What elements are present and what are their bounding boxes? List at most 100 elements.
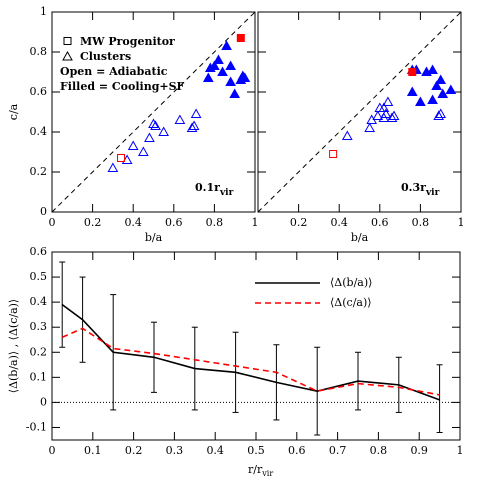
- x-tick-label: 0.2: [125, 444, 143, 457]
- panel-label-main: 0.1r: [195, 181, 220, 194]
- legend-symbol: [62, 50, 73, 61]
- plot-frame: [257, 11, 462, 213]
- point: [225, 60, 236, 70]
- point: [372, 110, 384, 120]
- x-tick-label: 0.7: [329, 444, 347, 457]
- point: [415, 96, 426, 106]
- point: [221, 40, 232, 50]
- point: [341, 130, 353, 140]
- point: [229, 88, 241, 98]
- point: [408, 68, 417, 76]
- x-tick-label: 0.3: [166, 444, 184, 457]
- x-tick-label: 0.6: [288, 444, 306, 457]
- point: [117, 154, 126, 162]
- one-to-one-line: [257, 11, 462, 213]
- x-tick-label: 0.9: [410, 444, 428, 457]
- point: [239, 72, 251, 82]
- point: [213, 54, 224, 64]
- y-tick-label: 0.2: [30, 345, 48, 358]
- y-tick-label: 0.6: [30, 245, 48, 258]
- x-tick-label: 0.8: [412, 216, 430, 229]
- y-tick-label: 0: [40, 395, 47, 408]
- x-tick-label: 1: [458, 216, 465, 229]
- point: [364, 122, 376, 132]
- point: [107, 162, 119, 172]
- x-tick-label: 0.6: [165, 216, 183, 229]
- y-tick-label: 0.8: [30, 45, 48, 58]
- panel-label-main: 0.3r: [401, 181, 426, 194]
- x-tick-label: 1: [252, 216, 259, 229]
- y-tick-label: 0.2: [30, 165, 48, 178]
- point: [209, 60, 220, 70]
- x-tick-label: 0.4: [124, 216, 142, 229]
- panel-label-sub: vir: [219, 188, 234, 198]
- y-axis-label: c/a: [7, 103, 20, 120]
- y-tick-label: 0.6: [30, 85, 48, 98]
- x-tick-label: 1: [457, 444, 464, 457]
- y-axis-label: ⟨Δ(b/a)⟩ , ⟨Δ(c/a)⟩: [7, 299, 20, 393]
- x-tick-label: 0.1: [84, 444, 102, 457]
- x-axis-label-main: r/r: [248, 463, 263, 476]
- x-tick-label: 0: [49, 444, 56, 457]
- legend-label: Open = Adiabatic: [60, 65, 168, 78]
- x-tick-label: 0: [49, 216, 56, 229]
- point: [329, 150, 338, 158]
- point: [137, 146, 149, 156]
- point: [406, 86, 418, 96]
- x-tick-label: 0.2: [290, 216, 308, 229]
- x-axis-label: b/a: [351, 231, 369, 244]
- x-tick-label: 0.6: [371, 216, 389, 229]
- point: [382, 96, 394, 106]
- x-tick-label: 0.2: [84, 216, 102, 229]
- legend-label: Filled = Cooling+SF: [60, 80, 185, 93]
- point: [144, 132, 155, 142]
- y-tick-label: 0: [40, 205, 47, 218]
- point: [445, 84, 457, 94]
- point: [158, 126, 170, 136]
- legend-symbol: [63, 37, 72, 45]
- y-tick-label: 1: [40, 5, 47, 18]
- y-tick-label: 0.3: [30, 320, 48, 333]
- x-tick-label: 0.4: [330, 216, 348, 229]
- point: [186, 122, 198, 132]
- point: [121, 154, 133, 164]
- point: [427, 94, 438, 104]
- point: [388, 110, 400, 120]
- point: [435, 74, 447, 84]
- point: [435, 108, 447, 118]
- x-axis-label-sub: vir: [261, 469, 273, 478]
- point: [202, 72, 214, 82]
- point: [190, 108, 202, 118]
- y-tick-label: 0.5: [30, 270, 48, 283]
- point: [427, 64, 438, 74]
- point: [236, 34, 245, 42]
- x-tick-label: 0.8: [206, 216, 224, 229]
- point: [437, 88, 449, 98]
- plot-frame: [51, 11, 256, 213]
- panel-label-sub: vir: [425, 188, 440, 198]
- point: [188, 120, 200, 130]
- point: [174, 114, 186, 124]
- x-tick-label: 0.5: [247, 444, 265, 457]
- point: [386, 112, 398, 122]
- legend-label: MW Progenitor: [80, 35, 175, 48]
- x-axis-label: r/rvir: [248, 463, 273, 478]
- panel-label: 0.1rvir: [195, 181, 234, 198]
- point: [225, 76, 236, 86]
- point: [148, 118, 159, 128]
- point: [433, 110, 445, 120]
- y-tick-label: 0.4: [30, 295, 48, 308]
- series-line: [61, 327, 440, 396]
- x-tick-label: 0.4: [206, 444, 224, 457]
- y-tick-label: 0.4: [30, 125, 48, 138]
- x-tick-label: 0.8: [370, 444, 388, 457]
- legend-label: ⟨Δ(b/a)⟩: [330, 276, 372, 289]
- point: [431, 80, 442, 90]
- point: [150, 120, 161, 130]
- one-to-one-line: [51, 11, 256, 213]
- y-tick-label: 0.1: [30, 370, 48, 383]
- y-tick-label: -0.1: [26, 420, 47, 433]
- x-axis-label: b/a: [145, 231, 163, 244]
- point: [378, 102, 390, 112]
- legend-label: ⟨Δ(c/a)⟩: [330, 296, 372, 309]
